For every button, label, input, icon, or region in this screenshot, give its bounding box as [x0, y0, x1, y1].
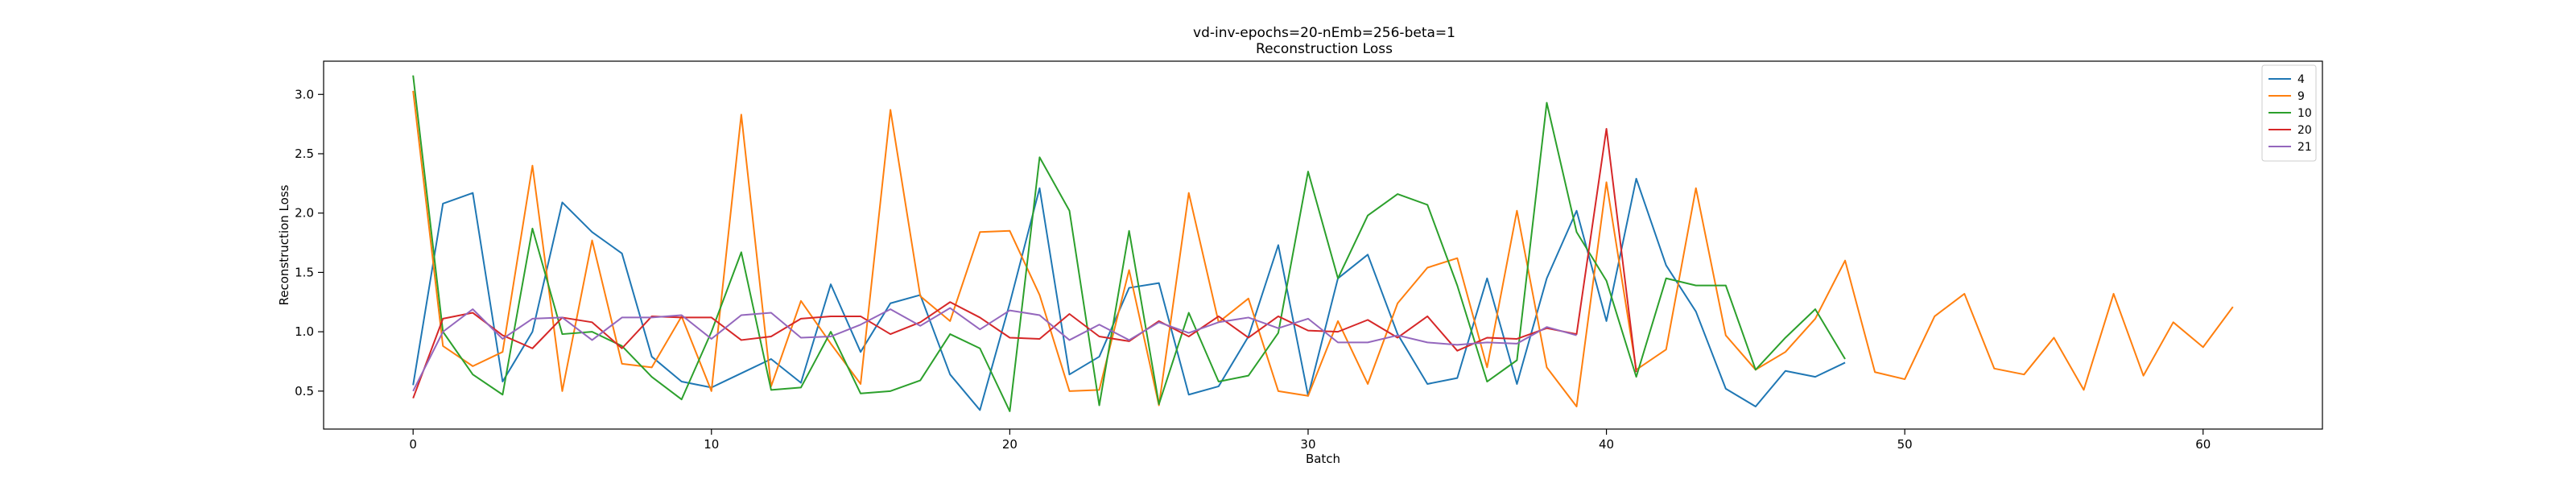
series-lines [412, 75, 2234, 412]
series-line-4 [412, 177, 1846, 411]
x-tick-label: 30 [1300, 437, 1315, 452]
x-axis-label: Batch [1306, 452, 1340, 466]
legend-label-9: 9 [2297, 90, 2305, 103]
y-tick-label: 0.5 [295, 384, 314, 398]
y-tick-label: 2.5 [295, 147, 314, 161]
y-tick-label: 2.0 [295, 206, 314, 221]
y-tick-label: 1.5 [295, 265, 314, 279]
legend-label-20: 20 [2297, 124, 2312, 137]
y-tick-label: 3.0 [295, 87, 314, 101]
series-line-10 [412, 75, 1846, 412]
series-line-20 [412, 128, 1637, 399]
plot-area-frame [323, 60, 2323, 430]
y-tick-label: 1.0 [295, 324, 314, 339]
x-tick-label: 10 [704, 437, 719, 452]
chart-subtitle: Reconstruction Loss [1256, 41, 1393, 57]
legend-label-4: 4 [2297, 73, 2305, 86]
legend-label-10: 10 [2297, 107, 2312, 120]
series-line-9 [412, 90, 2234, 407]
series-line-21 [412, 307, 1577, 392]
x-tick-label: 0 [409, 437, 417, 452]
legend-label-21: 21 [2297, 141, 2312, 154]
x-tick-label: 20 [1002, 437, 1018, 452]
x-tick-label: 60 [2195, 437, 2211, 452]
axis-ticks: 0 10 20 30 40 50 60 0.5 1.0 1.5 2.0 2.5 3.0 [295, 87, 2211, 452]
y-axis-label: Reconstruction Loss [277, 184, 291, 305]
legend: 4 9 10 20 21 [2261, 64, 2317, 162]
x-tick-label: 50 [1897, 437, 1913, 452]
x-tick-label: 40 [1599, 437, 1614, 452]
chart-title: vd-inv-epochs=20-nEmb=256-beta=1 [1193, 25, 1455, 41]
